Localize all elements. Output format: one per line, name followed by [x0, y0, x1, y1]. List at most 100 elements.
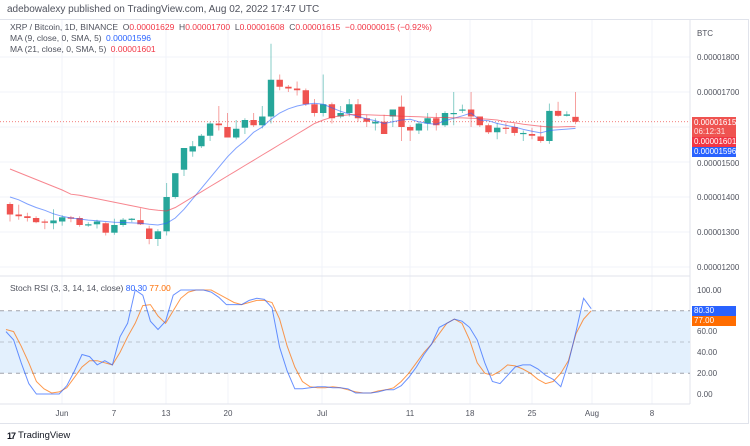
candle-down [407, 127, 414, 131]
candle-up [241, 120, 249, 128]
symbol-title: XRP / Bitcoin, 1D, BINANCE [10, 22, 119, 32]
price-tick: 0.00001500 [697, 159, 740, 168]
time-axis-label: Aug [584, 409, 600, 418]
ma21-label: MA (21, close, 0, SMA, 5) [10, 44, 107, 54]
candle-down [285, 86, 292, 89]
candle-up [93, 221, 101, 225]
time-axis-label: 11 [405, 409, 415, 418]
low-label: L [234, 22, 240, 32]
candle-down [511, 127, 518, 133]
candle-down [15, 214, 22, 217]
candle-down [380, 121, 388, 134]
candle-up [163, 197, 170, 232]
stoch-rsi-legend[interactable]: Stoch RSI (3, 3, 14, 14, close) 80.30 77… [10, 283, 171, 293]
candle-up [198, 135, 205, 147]
candle-down [398, 106, 405, 127]
candle-down [502, 127, 510, 129]
chart-frame [0, 19, 749, 424]
candle-up [111, 225, 118, 233]
price-tick: 0.00001800 [697, 53, 740, 62]
candle-up [233, 128, 240, 138]
stoch-k-line [5, 289, 592, 395]
candle-down [328, 104, 336, 119]
candle-down [554, 110, 562, 116]
candle-up [267, 79, 275, 117]
candle-up [128, 218, 135, 220]
tradingview-brand: TradingView [18, 430, 71, 441]
candle-up [450, 113, 457, 115]
ma9-line [9, 102, 576, 226]
candle-down [224, 127, 231, 138]
ma9-price-tag: 0.00001596 [692, 147, 737, 157]
candle-down [572, 116, 579, 122]
price-tick: 0.00001300 [697, 228, 740, 237]
last-price-value: 0.00001615 [694, 118, 737, 127]
time-axis-label: 20 [223, 409, 233, 418]
ma21-value: 0.00001601 [110, 44, 156, 54]
high-label: H [179, 22, 186, 32]
rsi-tick: 20.00 [697, 369, 718, 378]
change-value: −0.00000015 (−0.92%) [345, 22, 432, 32]
candle-down [363, 118, 370, 122]
symbol-legend: XRP / Bitcoin, 1D, BINANCE O0.00001629 H… [10, 22, 432, 32]
candle-down [276, 79, 283, 87]
stoch-d-tag: 77.00 [692, 316, 736, 326]
candle-down [215, 123, 222, 126]
candle-down [137, 220, 144, 225]
candle-up [259, 116, 266, 126]
ma9-legend[interactable]: MA (9, close, 0, SMA, 5) 0.00001596 [10, 33, 151, 43]
stoch-rsi-label: Stoch RSI (3, 3, 14, 14, close) [10, 283, 124, 293]
ma9-label: MA (9, close, 0, SMA, 5) [10, 33, 102, 43]
ma9-value: 0.00001596 [106, 33, 151, 43]
candle-down [146, 228, 153, 239]
close-label: C [289, 22, 296, 32]
candle-down [485, 125, 492, 133]
time-axis-label: Jun [55, 409, 69, 418]
rsi-tick: 0.00 [697, 390, 713, 399]
time-axis-label: 13 [161, 409, 171, 418]
ma21-price-tag: 0.00001601 [692, 137, 737, 147]
stoch-d-value: 77.00 [149, 283, 171, 293]
candle-up [85, 224, 92, 226]
candle-up [546, 110, 553, 141]
ma21-line [9, 113, 576, 212]
time-axis-label: 7 [111, 409, 117, 418]
price-tick: 0.00001700 [697, 88, 740, 97]
time-axis-label: 25 [527, 409, 537, 418]
rsi-tick: 40.00 [697, 348, 718, 357]
candle-down [6, 204, 14, 215]
candle-down [537, 136, 544, 141]
candle-up [459, 109, 466, 111]
ma21-legend[interactable]: MA (21, close, 0, SMA, 5) 0.00001601 [10, 44, 156, 54]
time-axis-label: 8 [649, 409, 655, 418]
candle-up [154, 231, 162, 239]
candle-up [189, 146, 196, 152]
candle-down [76, 218, 83, 225]
candle-up [320, 104, 327, 113]
candle-down [354, 104, 362, 119]
stoch-k-value: 80.30 [125, 283, 148, 293]
candle-up [520, 132, 527, 135]
bar-countdown: 06:12:31 [694, 127, 726, 136]
close-value: 0.00001615 [295, 22, 341, 32]
candle-down [302, 90, 309, 105]
currency-label: BTC [697, 29, 713, 38]
candle-down [476, 116, 483, 126]
candle-down [433, 118, 440, 126]
candle-down [293, 88, 301, 91]
stoch-d-line [5, 289, 592, 394]
last-price-tag: 0.00001615 06:12:31 [692, 117, 736, 137]
open-value: 0.00001629 [129, 22, 175, 32]
candle-down [32, 218, 40, 223]
candle-down [102, 223, 109, 233]
candle-down [24, 216, 31, 218]
candle-up [424, 118, 431, 124]
high-value: 0.00001700 [185, 22, 231, 32]
tradingview-logo[interactable]: 17 TradingView [7, 430, 70, 441]
tradingview-logo-icon: 17 [7, 430, 16, 441]
time-axis-label: 18 [465, 409, 475, 418]
price-tick: 0.00001200 [697, 263, 740, 272]
candle-up [206, 123, 214, 136]
candle-up [180, 148, 188, 170]
